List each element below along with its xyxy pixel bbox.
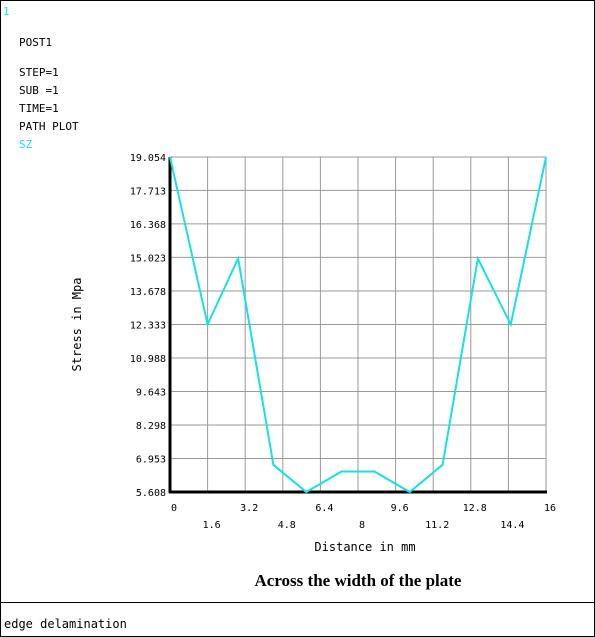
data-point bbox=[169, 156, 171, 158]
time-label: TIME=1 bbox=[19, 102, 59, 115]
y-tick-label: 16.368 bbox=[130, 220, 166, 231]
data-point bbox=[305, 491, 307, 493]
x-tick-label: 14.4 bbox=[500, 520, 524, 531]
y-tick-label: 15.023 bbox=[130, 253, 166, 264]
chart-caption: Across the width of the plate bbox=[254, 571, 462, 590]
y-tick-label: 9.643 bbox=[136, 387, 166, 398]
data-point bbox=[207, 323, 209, 326]
window-number: 1 bbox=[3, 5, 10, 18]
data-point bbox=[272, 464, 274, 466]
x-tick-label: 1.6 bbox=[203, 520, 221, 531]
x-tick-label: 0 bbox=[171, 503, 177, 514]
data-point bbox=[545, 156, 547, 158]
x-tick-label: 8 bbox=[359, 520, 365, 531]
data-point bbox=[237, 257, 239, 260]
y-tick-label: 6.953 bbox=[136, 454, 166, 465]
y-tick-label: 17.713 bbox=[130, 186, 166, 197]
data-point bbox=[373, 470, 376, 473]
footer-text: edge delamination bbox=[4, 617, 127, 631]
data-point bbox=[340, 470, 343, 473]
y-axis-title: Stress in Mpa bbox=[70, 278, 84, 372]
x-tick-label: 3.2 bbox=[240, 503, 258, 514]
data-point bbox=[442, 464, 444, 466]
program-label: POST1 bbox=[19, 36, 53, 49]
plot-type-label: PATH PLOT bbox=[19, 120, 79, 133]
x-axis-title: Distance in mm bbox=[314, 540, 415, 554]
data-point bbox=[409, 491, 411, 493]
substep-label: SUB =1 bbox=[19, 84, 59, 97]
x-tick-label: 4.8 bbox=[278, 520, 296, 531]
footer-divider bbox=[0, 602, 595, 603]
y-tick-label: 5.608 bbox=[136, 488, 166, 499]
x-tick-label: 12.8 bbox=[463, 503, 487, 514]
step-label: STEP=1 bbox=[19, 66, 59, 79]
plotted-item-label: SZ bbox=[19, 138, 33, 151]
x-tick-label: 9.6 bbox=[391, 503, 409, 514]
x-tick-label: 16 bbox=[544, 503, 556, 514]
x-tick-label: 11.2 bbox=[425, 520, 449, 531]
y-tick-label: 12.333 bbox=[130, 320, 166, 331]
x-tick-label: 6.4 bbox=[315, 503, 333, 514]
y-tick-label: 19.054 bbox=[130, 153, 166, 164]
data-point bbox=[477, 257, 479, 260]
y-tick-label: 13.678 bbox=[130, 287, 166, 298]
sz-stress-line bbox=[169, 156, 547, 494]
y-tick-label: 10.988 bbox=[130, 354, 166, 365]
y-tick-label: 8.298 bbox=[136, 421, 166, 432]
data-point bbox=[510, 323, 512, 326]
